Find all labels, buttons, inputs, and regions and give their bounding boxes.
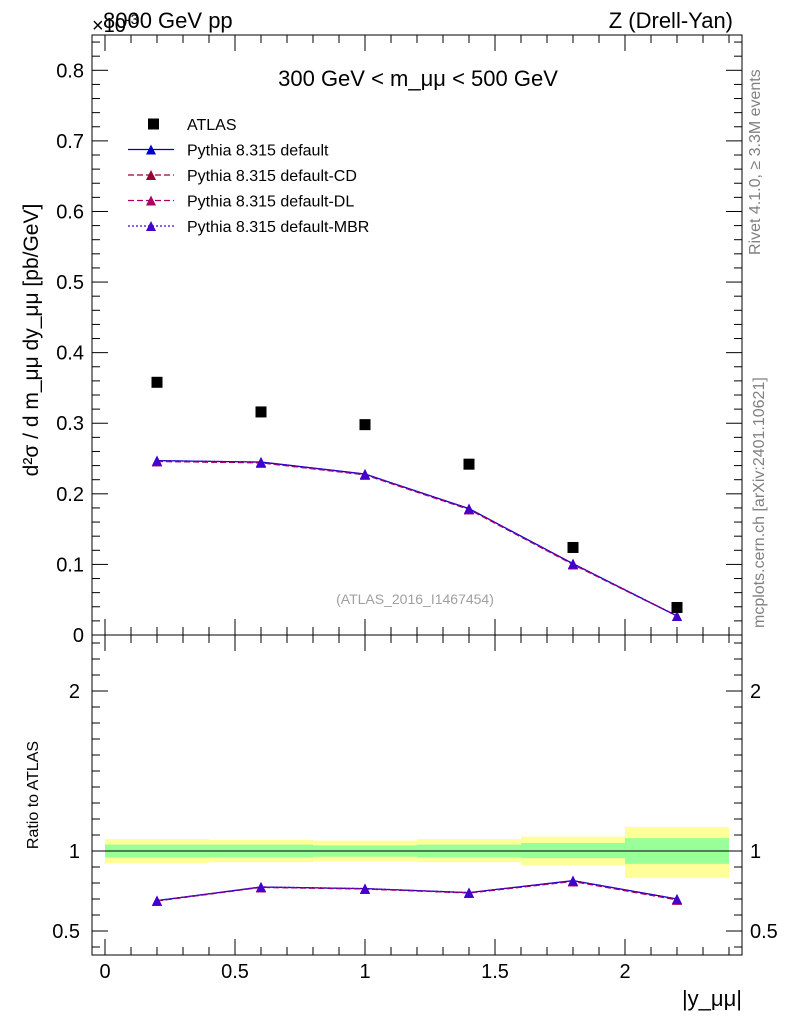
ratio-y-tick-label: 2 — [69, 681, 80, 703]
x-tick-label: 1.5 — [481, 961, 509, 983]
data-marker — [567, 541, 579, 553]
y-tick-label: 0 — [73, 625, 84, 647]
ratio-marker — [256, 882, 266, 892]
x-tick-label: 2 — [619, 961, 630, 983]
ratio-marker — [568, 875, 578, 886]
legend-marker — [146, 170, 156, 180]
ratio-marker — [464, 887, 474, 898]
energy-label: 8000 GeV pp — [103, 8, 233, 33]
ratio-y-tick-label: 1 — [69, 841, 80, 863]
data-marker — [255, 406, 267, 418]
legend-marker — [146, 195, 156, 206]
analysis-watermark: (ATLAS_2016_I1467454) — [336, 591, 494, 607]
legend-marker — [146, 144, 156, 155]
mc-marker — [152, 455, 162, 466]
legend: ATLAS Pythia 8.315 default Pythia 8.315 de… — [128, 117, 369, 236]
x-tick-label: 1 — [359, 961, 370, 983]
ratio-line — [156, 880, 678, 902]
y-tick-label: 0.6 — [56, 201, 84, 223]
mc-marker — [360, 469, 370, 480]
legend-label: Pythia 8.315 default-CD — [187, 168, 357, 185]
x-tick-label: 0 — [99, 961, 110, 983]
mc-marker — [672, 610, 682, 621]
ratio-series-markers — [152, 875, 682, 906]
rivet-label: Rivet 4.1.0, ≥ 3.3M events — [747, 69, 764, 255]
ratio-y-tick-labels: 0.5 0.5 1 1 2 2 — [52, 681, 778, 943]
data-marker — [463, 458, 475, 470]
main-y-tick-labels: 0 0.1 0.2 0.3 0.4 0.5 0.6 0.7 0.8 — [56, 60, 84, 647]
ratio-y-tick-label-right: 0.5 — [750, 921, 778, 943]
x-axis-label: |y_μμ| — [682, 986, 742, 1011]
ratio-series-lines — [156, 879, 678, 902]
legend-label: Pythia 8.315 default-DL — [187, 194, 354, 211]
y-tick-label: 0.4 — [56, 343, 84, 365]
legend-label: Pythia 8.315 default — [187, 143, 329, 160]
ratio-marker — [672, 894, 682, 904]
legend-label: Pythia 8.315 default-MBR — [187, 219, 369, 236]
ratio-line — [156, 879, 678, 902]
x-tick-label: 0.5 — [221, 961, 249, 983]
ratio-panel: 0.5 0.5 1 1 2 2 0 0.5 1 1.5 2 Ratio to ATLAS |y_μ… — [25, 634, 778, 1011]
ratio-marker — [360, 883, 370, 894]
y-tick-label: 0.2 — [56, 484, 84, 506]
exponent-label: ×10-3 — [92, 11, 139, 37]
main-panel: 0 0.1 0.2 0.3 0.4 0.5 0.6 0.7 0.8 300 GeV < m_μμ… — [20, 34, 743, 647]
series-line — [156, 460, 678, 617]
x-tick-labels: 0 0.5 1 1.5 2 — [99, 961, 630, 983]
y-tick-label: 0.7 — [56, 131, 84, 153]
legend-marker — [146, 221, 156, 231]
ratio-ticks — [92, 635, 742, 955]
ratio-frame — [91, 634, 743, 956]
main-series-markers — [151, 376, 683, 621]
mc-marker — [568, 558, 578, 569]
mc-marker — [464, 503, 474, 514]
y-tick-label: 0.3 — [56, 413, 84, 435]
data-marker — [671, 601, 683, 613]
y-tick-label: 0.8 — [56, 60, 84, 82]
data-marker — [359, 419, 371, 431]
uncertainty-bands — [105, 827, 729, 879]
legend-marker — [148, 118, 159, 130]
y-tick-label: 0.5 — [56, 272, 84, 294]
ratio-y-axis-label: Ratio to ATLAS — [25, 741, 42, 849]
main-series-lines — [156, 459, 678, 617]
ratio-y-tick-label-right: 1 — [750, 841, 761, 863]
process-label: Z (Drell-Yan) — [609, 8, 733, 33]
y-tick-label: 0.1 — [56, 554, 84, 576]
ratio-y-tick-label: 0.5 — [52, 921, 80, 943]
data-marker — [151, 376, 163, 388]
range-title: 300 GeV < m_μμ < 500 GeV — [278, 66, 558, 91]
legend-label: ATLAS — [187, 117, 237, 134]
mcplots-label: mcplots.cern.ch [arXiv:2401.10621] — [751, 377, 768, 628]
ratio-y-tick-label-right: 2 — [750, 681, 761, 703]
mc-marker — [256, 457, 266, 468]
main-y-axis-label: d²σ / d m_μμ dy_μμ [pb/GeV] — [20, 204, 43, 477]
ratio-marker — [152, 895, 162, 906]
